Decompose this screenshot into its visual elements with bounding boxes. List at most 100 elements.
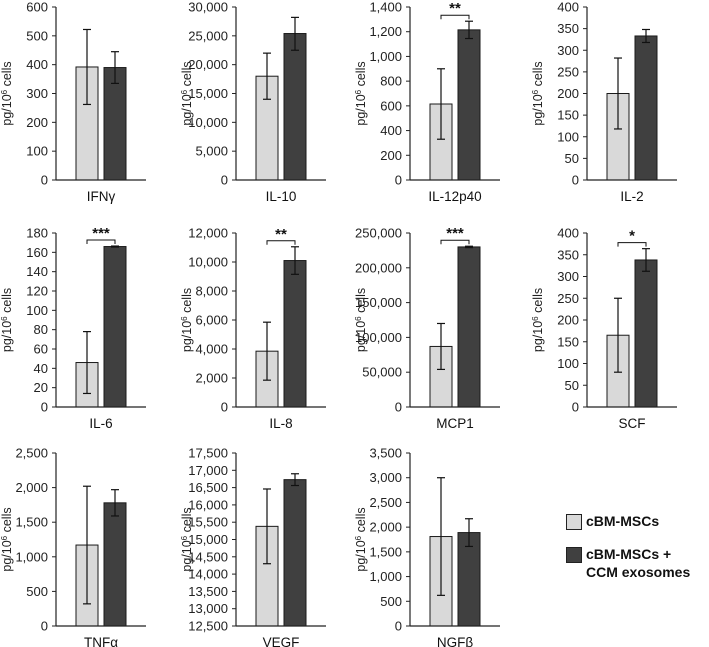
bar-cbm-mscs-ccm-exosomes <box>283 260 307 408</box>
y-tick-label: 50 <box>565 151 579 166</box>
bar-cbm-mscs-ccm-exosomes <box>457 29 481 181</box>
y-tick-label: 13,000 <box>188 601 228 616</box>
y-tick-label: 1,000 <box>15 549 48 564</box>
y-tick-label: 12,500 <box>188 619 228 634</box>
y-tick-label: 350 <box>557 247 579 262</box>
significance-label: *** <box>92 225 110 242</box>
legend-label-cbm-mscs: cBM-MSCs <box>586 513 660 529</box>
y-tick-label: 0 <box>572 400 579 415</box>
y-tick-label: 100 <box>557 356 579 371</box>
y-tick-label: 400 <box>26 57 48 72</box>
y-tick-label: 0 <box>395 400 402 415</box>
y-tick-label: 3,000 <box>369 470 402 485</box>
significance-label: *** <box>446 225 464 242</box>
significance-bracket <box>86 239 116 245</box>
significance-label: ** <box>275 226 287 243</box>
y-axis-label: pg/106 cells <box>0 507 14 571</box>
y-tick-label: 1,500 <box>15 515 48 530</box>
y-tick-label: 1,500 <box>369 544 402 559</box>
y-tick-label: 2,500 <box>369 495 402 510</box>
y-axis-label: pg/106 cells <box>531 288 546 352</box>
y-tick-label: 100 <box>26 303 48 318</box>
y-tick-label: 150,000 <box>355 295 402 310</box>
y-tick-label: 14,500 <box>188 549 228 564</box>
category-label: TNFα <box>84 635 118 647</box>
y-axis-label: pg/106 cells <box>180 288 195 352</box>
y-axis-label: pg/106 cells <box>354 507 369 571</box>
significance-bracket <box>266 240 296 245</box>
y-tick-label: 60 <box>34 342 48 357</box>
y-tick-label: 2,500 <box>15 446 48 461</box>
y-tick-label: 160 <box>26 245 48 260</box>
y-tick-label: 30,000 <box>188 0 228 15</box>
y-tick-label: 250,000 <box>355 226 402 241</box>
significance-label: * <box>629 228 635 245</box>
y-tick-label: 800 <box>380 74 402 89</box>
bar-cbm-mscs-ccm-exosomes <box>457 246 481 408</box>
y-tick-label: 12,000 <box>188 226 228 241</box>
y-tick-label: 5,000 <box>195 144 228 159</box>
y-tick-label: 300 <box>557 269 579 284</box>
y-tick-label: 2,000 <box>369 520 402 535</box>
significance-bracket <box>440 239 470 245</box>
category-label: MCP1 <box>436 416 474 431</box>
y-tick-label: 10,000 <box>188 115 228 130</box>
significance-bracket <box>440 14 470 20</box>
y-tick-label: 0 <box>41 619 48 634</box>
y-tick-label: 2,000 <box>195 371 228 386</box>
bar-cbm-mscs-ccm-exosomes <box>103 67 127 181</box>
significance-label: ** <box>449 0 461 17</box>
y-tick-label: 40 <box>34 361 48 376</box>
y-tick-label: 150 <box>557 334 579 349</box>
category-label: IL-8 <box>269 416 292 431</box>
y-axis-label: pg/106 cells <box>180 507 195 571</box>
y-tick-label: 300 <box>26 86 48 101</box>
y-tick-label: 100 <box>557 129 579 144</box>
legend-swatch-ccm-exosomes <box>566 547 582 563</box>
y-tick-label: 400 <box>380 123 402 138</box>
y-axis-label: pg/106 cells <box>354 61 369 125</box>
y-tick-label: 350 <box>557 21 579 36</box>
y-tick-label: 0 <box>221 173 228 188</box>
y-tick-label: 250 <box>557 64 579 79</box>
chart-scf: pg/106 cells 0 50 100 150 200 250 300 350 400 SCF * <box>531 226 677 431</box>
y-tick-label: 200 <box>380 148 402 163</box>
y-tick-label: 400 <box>557 226 579 241</box>
category-label: SCF <box>619 416 646 431</box>
y-tick-label: 17,000 <box>188 463 228 478</box>
y-tick-label: 400 <box>557 0 579 15</box>
y-tick-label: 15,000 <box>188 532 228 547</box>
y-tick-label: 6,000 <box>195 313 228 328</box>
y-tick-label: 0 <box>41 400 48 415</box>
category-label: IL-10 <box>266 189 297 204</box>
bar-cbm-mscs-ccm-exosomes <box>103 502 127 627</box>
chart-il-2: pg/106 cells 0 50 100 150 200 250 300 350 400 IL-2 <box>531 0 677 204</box>
y-axis-label: pg/106 cells <box>354 288 369 352</box>
y-tick-label: 15,000 <box>188 86 228 101</box>
bar-cbm-mscs-ccm-exosomes <box>283 33 307 181</box>
y-axis-label: pg/106 cells <box>0 288 14 352</box>
legend-label-ccm-exosomes-line2: CCM exosomes <box>586 564 691 580</box>
y-tick-label: 500 <box>380 594 402 609</box>
y-tick-label: 200 <box>557 313 579 328</box>
category-label: IL-2 <box>620 189 643 204</box>
y-tick-label: 180 <box>26 226 48 241</box>
y-tick-label: 1,000 <box>369 49 402 64</box>
y-tick-label: 80 <box>34 322 48 337</box>
y-tick-label: 140 <box>26 264 48 279</box>
y-tick-label: 13,500 <box>188 584 228 599</box>
y-tick-label: 0 <box>221 400 228 415</box>
y-tick-label: 50 <box>565 378 579 393</box>
y-tick-label: 200 <box>26 115 48 130</box>
y-axis-label: pg/106 cells <box>531 61 546 125</box>
bar-cbm-mscs-ccm-exosomes <box>634 259 658 408</box>
y-tick-label: 100,000 <box>355 330 402 345</box>
chart-mcp1: pg/106 cells 0 50,000 100,000 150,000 200,000… <box>354 225 500 431</box>
chart-il-12p40: pg/106 cells 0 200 400 600 800 1,000 1,200 1,400… <box>354 0 500 204</box>
chart-il-8: pg/106 cells 0 2,000 4,000 6,000 8,000 10,000 1… <box>180 226 326 431</box>
chart-tnf: pg/106 cells 0 500 1,000 1,500 2,000 2,500 TNFα <box>0 446 146 647</box>
chart-ngf: pg/106 cells 0 500 1,000 1,500 2,000 2,500 3,00… <box>354 446 500 647</box>
y-tick-label: 0 <box>41 173 48 188</box>
y-axis-label: pg/106 cells <box>0 61 14 125</box>
